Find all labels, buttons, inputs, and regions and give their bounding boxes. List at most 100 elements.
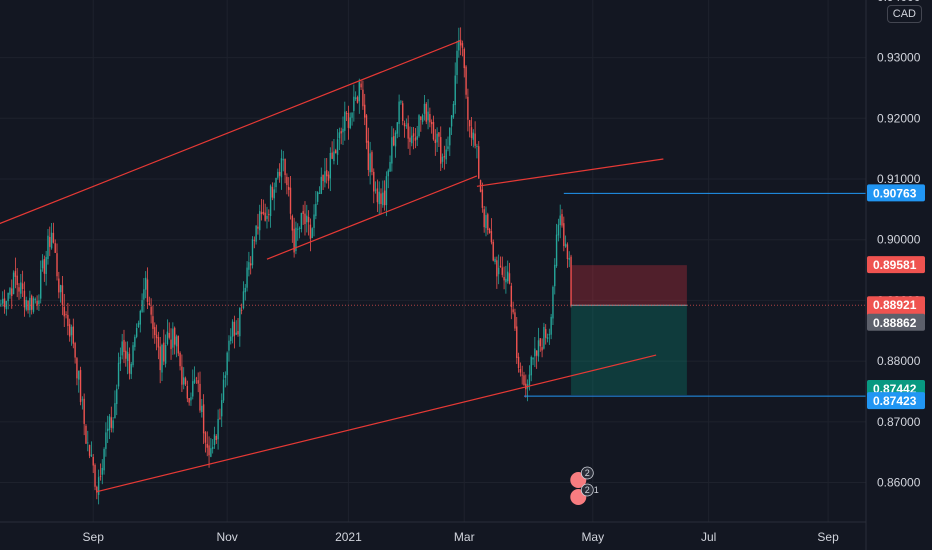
currency-button[interactable]: CAD bbox=[886, 5, 922, 23]
candle-body bbox=[550, 316, 552, 335]
candle-body bbox=[470, 127, 473, 138]
candle-body bbox=[54, 243, 56, 253]
candle-body bbox=[362, 89, 364, 107]
candle-body bbox=[394, 132, 397, 147]
candle-body bbox=[244, 287, 246, 293]
candle-body bbox=[307, 216, 310, 223]
candle-body bbox=[49, 237, 51, 247]
candle-body bbox=[459, 39, 462, 46]
candle-body bbox=[559, 215, 561, 226]
candle-body bbox=[468, 120, 471, 127]
candle-body bbox=[347, 113, 350, 128]
candle-body bbox=[472, 132, 475, 140]
drawings[interactable] bbox=[0, 40, 866, 493]
price-axis[interactable]: 0.860000.870000.880000.890000.900000.910… bbox=[865, 0, 921, 550]
candle-body bbox=[440, 137, 442, 164]
candle-body bbox=[496, 260, 498, 277]
candle-body bbox=[217, 418, 219, 440]
candle-body bbox=[467, 96, 469, 120]
position-tool[interactable] bbox=[571, 265, 687, 396]
candle-body bbox=[186, 385, 189, 399]
candle-body bbox=[371, 152, 373, 172]
time-tick-label: Sep bbox=[83, 530, 105, 544]
candle-body bbox=[534, 348, 536, 357]
candle-body bbox=[184, 378, 187, 385]
candle-body bbox=[155, 334, 158, 339]
price-label-text: 0.89581 bbox=[873, 258, 917, 272]
candle-body bbox=[81, 399, 84, 401]
candle-body bbox=[68, 324, 71, 337]
candle-body bbox=[429, 114, 431, 123]
candle-body bbox=[501, 267, 503, 275]
candle-body bbox=[157, 337, 160, 348]
candle-body bbox=[117, 362, 120, 387]
event-markers[interactable]: 22 1 bbox=[570, 466, 599, 505]
candle-body bbox=[43, 259, 46, 274]
candle-body bbox=[226, 352, 228, 376]
price-tick-label: 0.86000 bbox=[877, 476, 921, 490]
candle-body bbox=[152, 316, 154, 329]
candle-body bbox=[345, 112, 348, 114]
candle-body bbox=[204, 432, 207, 443]
candle-body bbox=[228, 340, 230, 351]
candle-body bbox=[505, 278, 507, 283]
candle-body bbox=[463, 48, 465, 69]
candle-body bbox=[94, 464, 96, 487]
price-label-bg bbox=[867, 256, 925, 274]
candle-body bbox=[380, 193, 382, 205]
candle-body bbox=[125, 350, 127, 359]
candle-body bbox=[416, 136, 418, 140]
candle-body bbox=[76, 358, 78, 379]
candle-body bbox=[123, 339, 125, 352]
candle-body bbox=[521, 374, 523, 376]
candle-body bbox=[88, 444, 91, 456]
candle-body bbox=[168, 333, 170, 338]
candle-body bbox=[45, 257, 47, 275]
candle-body bbox=[434, 139, 437, 143]
event-count: 2 bbox=[585, 468, 590, 478]
candle-body bbox=[253, 239, 256, 241]
candle-body bbox=[34, 298, 36, 300]
candle-body bbox=[193, 379, 196, 383]
candle-body bbox=[481, 189, 484, 208]
event-count: 2 bbox=[585, 485, 590, 495]
candle-body bbox=[25, 300, 27, 310]
candle-body bbox=[340, 131, 342, 134]
price-label-bg bbox=[867, 392, 925, 410]
candle-body bbox=[430, 121, 433, 125]
candle-body bbox=[199, 383, 201, 411]
candle-body bbox=[27, 300, 29, 311]
candle-body bbox=[237, 331, 239, 335]
candle-body bbox=[373, 171, 375, 192]
candle-body bbox=[175, 336, 178, 347]
candle-body bbox=[374, 189, 377, 191]
candle-body bbox=[126, 351, 129, 361]
candle-body bbox=[338, 132, 341, 139]
upper-channel-top bbox=[0, 40, 461, 225]
candle-body bbox=[298, 228, 301, 230]
candle-body bbox=[74, 343, 76, 358]
candle-body bbox=[280, 158, 283, 178]
candle-body bbox=[148, 303, 151, 305]
price-tick-label: 0.92000 bbox=[877, 111, 921, 125]
candle-body bbox=[269, 185, 272, 217]
candle-body bbox=[461, 43, 464, 48]
candle-body bbox=[163, 342, 165, 362]
time-tick-label: May bbox=[581, 530, 604, 544]
candle-body bbox=[510, 285, 513, 307]
candle-body bbox=[342, 128, 344, 133]
candle-body bbox=[378, 191, 380, 205]
candle-body bbox=[335, 150, 337, 154]
candle-body bbox=[407, 123, 409, 139]
candle-body bbox=[324, 171, 326, 183]
candle-body bbox=[56, 253, 58, 277]
candle-body bbox=[421, 115, 424, 122]
candle-body bbox=[367, 140, 370, 170]
candle-body bbox=[523, 375, 525, 386]
candle-body bbox=[476, 145, 478, 147]
candle-body bbox=[38, 300, 40, 305]
time-axis[interactable]: Sep Nov 2021 Mar May Jul Sep bbox=[0, 521, 866, 544]
candle-body bbox=[96, 486, 98, 493]
